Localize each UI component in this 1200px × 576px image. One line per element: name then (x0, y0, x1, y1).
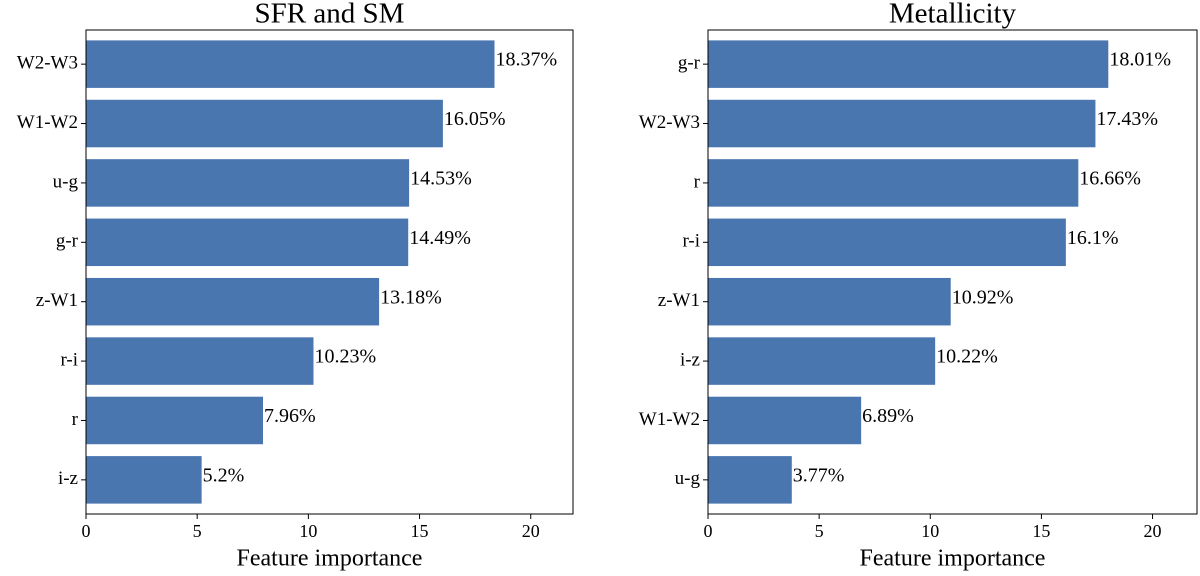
value-label: 13.18% (380, 286, 442, 308)
y-tick-label: W1-W2 (17, 112, 78, 133)
chart-title: Metallicity (889, 0, 1017, 30)
bar (86, 40, 495, 88)
bar (708, 337, 936, 385)
y-tick-label: W2-W3 (639, 112, 700, 133)
x-tick-label: 15 (411, 521, 429, 541)
bar (86, 337, 314, 385)
value-label: 16.05% (444, 108, 506, 130)
value-label: 17.43% (1096, 108, 1158, 130)
bar (708, 456, 792, 504)
value-label: 18.01% (1109, 49, 1171, 71)
value-label: 10.23% (314, 346, 376, 368)
x-axis-label: Feature importance (860, 546, 1046, 572)
x-tick-label: 20 (522, 521, 540, 541)
y-tick-label: g-r (678, 53, 701, 74)
bar (86, 99, 443, 148)
value-label: 6.89% (862, 405, 914, 427)
bar (708, 99, 1096, 148)
y-tick-label: u-g (53, 171, 79, 192)
bar (86, 159, 410, 207)
y-tick-label: r (694, 171, 701, 192)
y-tick-label: g-r (56, 231, 79, 252)
value-label: 5.2% (203, 464, 245, 486)
x-axis-label: Feature importance (237, 546, 423, 572)
value-label: 18.37% (496, 49, 558, 71)
y-tick-label: z-W1 (658, 290, 700, 311)
y-tick-label: W1-W2 (639, 409, 700, 430)
bar (708, 159, 1079, 207)
y-tick-label: r-i (60, 349, 78, 370)
x-tick-label: 10 (921, 521, 939, 541)
x-tick-label: 5 (193, 521, 202, 541)
y-tick-label: r-i (682, 231, 700, 252)
chart-title: SFR and SM (255, 0, 405, 30)
y-tick-label: z-W1 (36, 290, 78, 311)
x-tick-label: 20 (1144, 521, 1162, 541)
x-tick-label: 15 (1032, 521, 1050, 541)
bar (708, 396, 862, 445)
value-label: 14.49% (409, 227, 471, 249)
value-label: 10.92% (952, 286, 1014, 308)
value-label: 16.66% (1079, 168, 1141, 190)
y-tick-label: W2-W3 (17, 53, 78, 74)
x-tick-label: 5 (815, 521, 824, 541)
bar (86, 396, 264, 445)
bar (86, 218, 409, 267)
value-label: 14.53% (410, 168, 472, 190)
y-tick-label: r (72, 409, 79, 430)
value-label: 7.96% (264, 405, 316, 427)
value-label: 16.1% (1067, 227, 1119, 249)
x-tick-label: 0 (82, 521, 91, 541)
plot-frame (85, 29, 574, 515)
x-tick-label: 0 (704, 521, 713, 541)
y-tick-label: u-g (675, 468, 701, 489)
plot-frame (707, 29, 1198, 515)
bar (708, 40, 1109, 88)
y-tick-label: i-z (680, 349, 700, 370)
x-tick-label: 10 (299, 521, 317, 541)
bar (86, 456, 202, 504)
bar (708, 218, 1066, 267)
bar (86, 277, 380, 326)
value-label: 10.22% (936, 346, 998, 368)
y-tick-label: i-z (58, 468, 78, 489)
value-label: 3.77% (793, 464, 845, 486)
bar (708, 277, 951, 326)
